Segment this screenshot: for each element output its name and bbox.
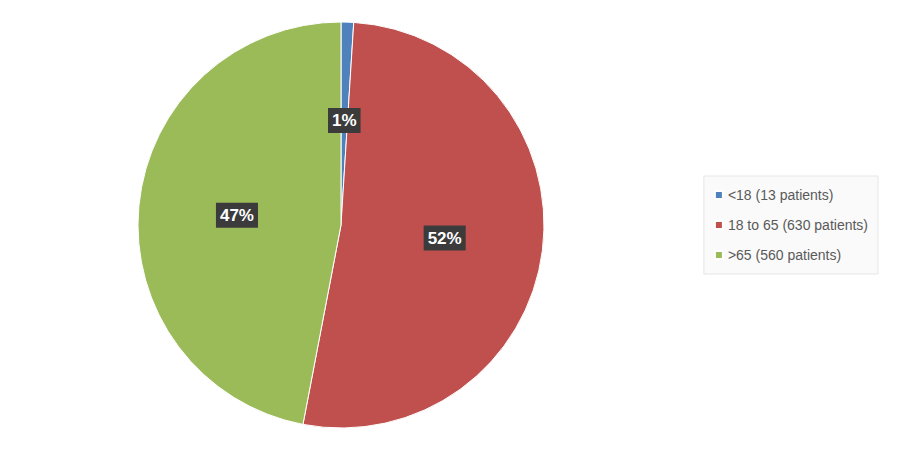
svg-text:47%: 47% [220, 206, 254, 225]
svg-text:18 to 65 (630 patients): 18 to 65 (630 patients) [728, 217, 868, 233]
svg-text:1%: 1% [332, 111, 357, 130]
svg-text:<18 (13 patients): <18 (13 patients) [728, 187, 833, 203]
svg-text:52%: 52% [428, 229, 462, 248]
svg-text:>65 (560 patients): >65 (560 patients) [728, 247, 841, 263]
